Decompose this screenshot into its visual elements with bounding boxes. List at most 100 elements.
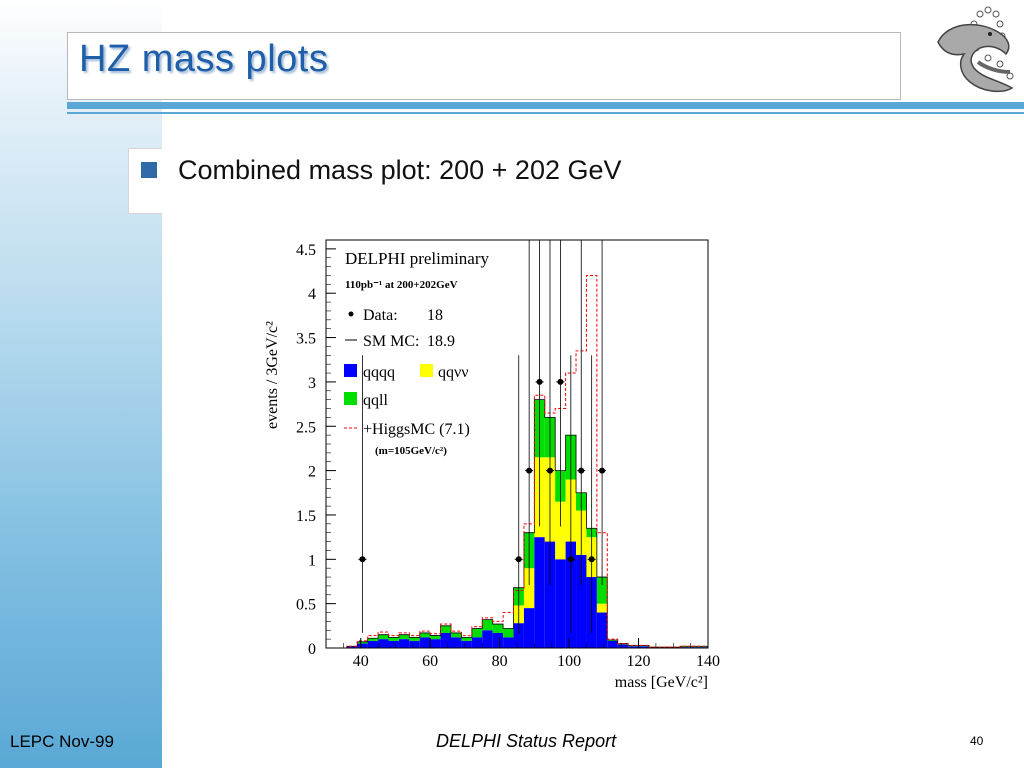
y-tick-label: 3	[308, 375, 316, 392]
data-point-4	[546, 467, 553, 474]
data-point-5	[557, 378, 564, 385]
legend-qqvv-swatch	[420, 364, 433, 377]
x-tick-label: 140	[696, 653, 720, 670]
bar-qqqq-9	[419, 637, 431, 648]
bar-qqqq-29	[628, 646, 639, 648]
data-point-2	[526, 467, 533, 474]
y-tick-label: 0.5	[296, 597, 316, 614]
data-point-0	[359, 556, 366, 563]
bar-qqll-7	[398, 634, 410, 640]
legend: DELPHI preliminary 110pb⁻¹ at 200+202GeV…	[344, 249, 489, 457]
bar-qqqq-22	[555, 559, 566, 648]
y-tick-label: 3.5	[296, 331, 316, 348]
data-point-8	[588, 556, 595, 563]
legend-mc-value: 18.9	[427, 333, 455, 350]
bullet-text: Combined mass plot: 200 + 202 GeV	[178, 155, 622, 185]
data-point-6	[567, 556, 574, 563]
y-tick-label: 4.5	[296, 242, 316, 259]
bar-qqll-27	[607, 640, 618, 641]
bar-qqqq-2	[346, 646, 358, 648]
side-gradient-panel	[0, 0, 162, 768]
data-point-1	[515, 556, 522, 563]
bar-qqqq-17	[503, 637, 514, 648]
data-point-9	[599, 467, 606, 474]
y-tick-label: 1	[308, 552, 316, 569]
axis-ticks: 0 0.5 1 1.5 2 2.5 3 3.5 4 4.5 40 60 80 100 120 140	[296, 239, 720, 670]
legend-data-label: Data:	[363, 307, 398, 324]
bar-qqll-16	[492, 624, 504, 633]
bar-qqqq-13	[461, 640, 472, 648]
page-number: 40	[970, 734, 984, 748]
x-axis-label: mass [GeV/c²]	[615, 674, 708, 691]
bar-qqll-3	[357, 641, 368, 644]
legend-lumi: 110pb⁻¹ at 200+202GeV	[345, 279, 458, 291]
sm-mc-outline	[326, 399, 708, 649]
bar-qqqq-21	[544, 541, 556, 648]
bar-qqqq-15	[482, 630, 493, 648]
bar-qqvv-26	[596, 603, 608, 613]
bar-qqll-10	[430, 635, 441, 640]
legend-data-value: 18	[427, 307, 443, 324]
dolphin-logo-icon	[937, 6, 1014, 93]
bar-qqqq-28	[617, 644, 629, 648]
bar-qqqq-14	[471, 637, 483, 648]
legend-header: DELPHI preliminary	[345, 249, 489, 268]
bar-qqvv-22	[555, 501, 566, 560]
y-tick-label: 2.5	[296, 419, 316, 436]
plot-frame	[325, 239, 709, 649]
footer-event: LEPC Nov-99	[10, 732, 114, 751]
legend-qqll-swatch	[344, 392, 357, 405]
bar-qqqq-7	[398, 639, 410, 648]
x-tick-label: 80	[492, 653, 508, 670]
legend-mc-label: SM MC:	[363, 333, 419, 350]
title-underline-thick	[67, 102, 1024, 109]
bar-qqll-6	[388, 637, 399, 641]
bar-qqvv-19	[523, 568, 535, 609]
bar-qqqq-27	[607, 640, 618, 648]
bar-qqqq-24	[576, 554, 587, 648]
y-tick-label: 2	[308, 464, 316, 481]
bullet-square-icon	[141, 162, 157, 178]
bar-qqqq-5	[378, 639, 389, 648]
title-frame	[67, 32, 901, 100]
legend-data-marker	[348, 311, 354, 317]
legend-qqll-label: qqll	[363, 392, 388, 409]
y-tick-label: 0	[308, 641, 316, 658]
x-tick-label: 60	[422, 653, 438, 670]
x-tick-label: 120	[627, 653, 651, 670]
bar-qqll-15	[482, 619, 493, 631]
bar-qqll-11	[440, 625, 452, 633]
legend-higgs-label: +HiggsMC (7.1)	[363, 421, 470, 438]
bar-qqqq-10	[430, 639, 441, 648]
bar-qqqq-4	[367, 640, 379, 648]
bar-qqqq-19	[523, 608, 535, 648]
bar-qqll-26	[596, 577, 608, 604]
data-point-7	[578, 467, 585, 474]
footer-title: DELPHI Status Report	[436, 731, 617, 751]
bar-qqll-12	[451, 632, 462, 638]
bar-qqll-13	[461, 637, 472, 641]
page-title: HZ mass plots	[79, 38, 329, 80]
title-underline-thin	[67, 112, 1024, 114]
y-tick-label: 4	[308, 286, 316, 303]
legend-qqqq-label: qqqq	[363, 364, 395, 381]
y-axis-label: events / 3GeV/c²	[264, 321, 281, 429]
x-tick-label: 40	[353, 653, 369, 670]
bar-qqll-9	[419, 632, 431, 638]
bar-qqqq-8	[409, 640, 420, 648]
bar-qqll-30	[638, 645, 649, 647]
data-points	[358, 240, 607, 633]
bar-qqqq-30	[638, 646, 649, 648]
bar-qqll-14	[471, 628, 483, 638]
bar-qqll-5	[378, 634, 389, 640]
x-tick-label: 100	[557, 653, 581, 670]
bar-qqll-8	[409, 637, 420, 641]
bar-qqqq-16	[492, 632, 504, 648]
y-tick-label: 1.5	[296, 508, 316, 525]
bar-qqll-35	[690, 646, 702, 648]
data-point-3	[536, 378, 543, 385]
higgs-step-line	[326, 274, 708, 649]
bullet-frame	[128, 148, 162, 214]
legend-higgs-mass: (m=105GeV/c²)	[375, 445, 447, 457]
bar-qqqq-3	[357, 643, 368, 648]
